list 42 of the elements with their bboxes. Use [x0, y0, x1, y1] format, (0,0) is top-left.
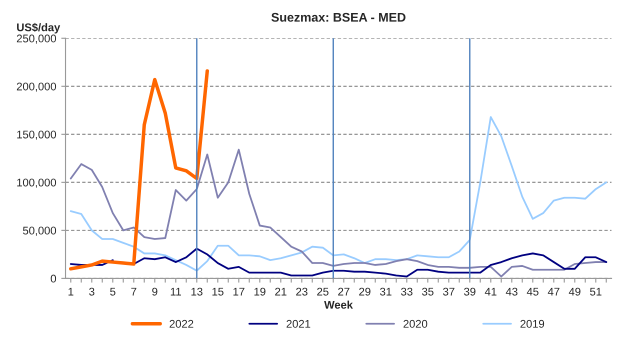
- y-tick-label: 100,000: [17, 178, 56, 188]
- legend-label: 2019: [520, 320, 544, 328]
- y-axis-title: US$/day: [17, 22, 60, 34]
- line-series: [70, 116, 608, 272]
- x-tick-label: 5: [110, 288, 116, 296]
- line-series: [70, 148, 608, 278]
- x-tick-label: 37: [443, 288, 454, 296]
- x-tick-label: 45: [526, 288, 538, 296]
- x-tick-label: 51: [590, 288, 602, 296]
- chart-title: Suezmax: BSEA - MED: [271, 12, 406, 22]
- x-tick-label: 41: [484, 288, 496, 296]
- x-tick-label: 33: [401, 288, 412, 296]
- x-tick-label: 39: [464, 288, 476, 296]
- x-tick-label: 19: [254, 288, 266, 296]
- x-tick-label: 43: [506, 288, 518, 296]
- x-tick-label: 29: [359, 288, 370, 296]
- legend-label: 2022: [170, 320, 194, 328]
- y-tick-label: 200,000: [16, 82, 56, 92]
- x-tick-label: 15: [212, 288, 224, 296]
- x-tick-label: 23: [296, 288, 308, 296]
- legend-label: 2021: [286, 320, 310, 328]
- x-tick-label: 11: [170, 288, 181, 296]
- y-tick-label: 50,000: [22, 226, 56, 236]
- line-series: [69, 69, 210, 271]
- x-tick-label: 7: [131, 288, 136, 296]
- x-tick-label: 13: [191, 288, 202, 296]
- x-tick-label: 3: [89, 288, 94, 296]
- x-tick-label: 27: [338, 288, 350, 296]
- x-tick-label: 17: [233, 288, 244, 296]
- x-tick-label: 47: [548, 288, 560, 296]
- x-tick-label: 35: [422, 288, 434, 296]
- y-tick-label: 250,000: [16, 34, 56, 44]
- y-tick-label: 0: [50, 274, 56, 283]
- x-tick-label: 49: [568, 288, 580, 296]
- y-tick-label: 150,000: [17, 130, 56, 140]
- legend-label: 2020: [404, 320, 428, 328]
- x-tick-label: 31: [380, 288, 392, 296]
- x-tick-label: 9: [152, 288, 158, 296]
- x-tick-label: 1: [68, 288, 74, 296]
- x-tick-label: 21: [275, 288, 286, 296]
- x-axis-title: Week: [324, 300, 353, 309]
- x-tick-label: 25: [317, 288, 328, 296]
